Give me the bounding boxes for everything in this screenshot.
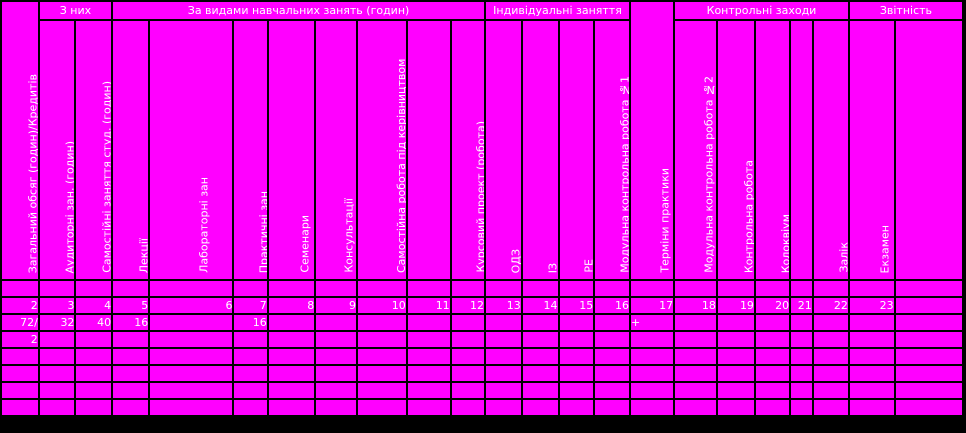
prac-cell: 16 <box>234 315 267 330</box>
group-individual-header: Індивідуальні заняття <box>486 2 630 19</box>
practice-terms-header: Терміни практики <box>631 2 674 279</box>
col-number: 7 <box>234 298 267 313</box>
group-control-header: Контрольні заходи <box>675 2 848 19</box>
col-header <box>407 21 450 279</box>
col-header: Колоквіум <box>755 21 790 279</box>
col-number: 15 <box>559 298 594 313</box>
col-number: 11 <box>407 298 450 313</box>
data-row: 72/ 32 40 16 16 + <box>2 315 964 330</box>
col-number: 22 <box>813 298 848 313</box>
col-header: Екзамен <box>849 21 894 279</box>
header-columns-row: Аудиторні зан. (годин) Самостійні занятт… <box>2 21 964 279</box>
empty-row <box>2 383 964 398</box>
col-header <box>791 21 812 279</box>
col-header: Контрольна робота <box>717 21 754 279</box>
curriculum-table: Загальний обсяг (годин)/Кредитів З них З… <box>2 2 964 415</box>
col-header: Семенари <box>268 21 315 279</box>
col-number: 16 <box>595 298 630 313</box>
total-volume-header: Загальний обсяг (годин)/Кредитів <box>2 2 38 279</box>
mkr1-cell: + <box>631 315 674 330</box>
col-header: РЕ <box>559 21 594 279</box>
data-row: 2 <box>2 332 964 347</box>
col-header: ІЗ <box>522 21 558 279</box>
number-row: 2 3 4 5 6 7 8 9 10 11 12 13 14 15 16 17 … <box>2 298 964 313</box>
col-header: Практичні зан <box>234 21 267 279</box>
col-header: Консультації <box>316 21 357 279</box>
col-number: 14 <box>522 298 558 313</box>
col-number: 23 <box>849 298 894 313</box>
spacer-row <box>2 281 964 296</box>
col-number: 9 <box>316 298 357 313</box>
col-number: 21 <box>791 298 812 313</box>
col-number: 19 <box>717 298 754 313</box>
blank-cell <box>895 298 962 313</box>
col-number: 10 <box>358 298 406 313</box>
col-number: 6 <box>150 298 233 313</box>
col-header: Модульна контрольна робота №1 <box>595 21 630 279</box>
col-header: Лекції <box>113 21 149 279</box>
col-number: 12 <box>451 298 484 313</box>
group-reporting-header: Звітність <box>849 2 962 19</box>
col-number: 20 <box>755 298 790 313</box>
header-group-row: Загальний обсяг (годин)/Кредитів З них З… <box>2 2 964 279</box>
col-number: 5 <box>113 298 149 313</box>
col-number: 18 <box>675 298 716 313</box>
empty-row <box>2 400 964 415</box>
total-cell: 2 <box>2 332 38 347</box>
col-header <box>895 21 962 279</box>
col-number: 4 <box>76 298 112 313</box>
group-by-type-header: За видами навчальних занять (годин) <box>113 2 484 19</box>
col-number: 17 <box>631 298 674 313</box>
empty-row <box>2 366 964 381</box>
aud-cell: 32 <box>39 315 75 330</box>
col-number: 8 <box>268 298 315 313</box>
group-of-them-header: З них <box>39 2 112 19</box>
self-cell: 40 <box>76 315 112 330</box>
col-header: Курсовий проект (робота) <box>451 21 484 279</box>
empty-row <box>2 349 964 364</box>
col-header: ОДЗ <box>486 21 521 279</box>
lect-cell: 16 <box>113 315 149 330</box>
col-header: Лабораторні зан <box>150 21 233 279</box>
col-header: Самостійна робота під керівництвом викла… <box>358 21 406 279</box>
col-number: 2 <box>2 298 38 313</box>
col-number: 3 <box>39 298 75 313</box>
col-number: 13 <box>486 298 521 313</box>
col-header: Самостійні заняття студ. (годин) <box>76 21 112 279</box>
total-cell: 72/ <box>2 315 38 330</box>
col-header: Аудиторні зан. (годин) <box>39 21 75 279</box>
col-header: Залік <box>813 21 848 279</box>
col-header: Модульна контрольна робота №2 <box>675 21 716 279</box>
